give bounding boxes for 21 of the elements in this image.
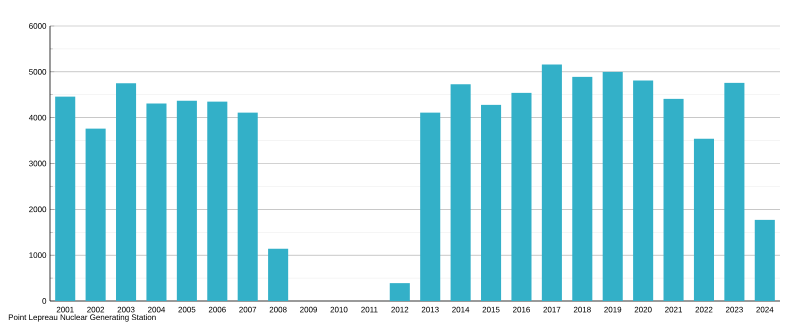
bar <box>420 112 440 301</box>
bar <box>754 220 775 301</box>
bar <box>511 92 532 301</box>
bar <box>664 98 684 301</box>
bar <box>633 80 654 301</box>
bar <box>207 102 228 301</box>
bar <box>146 103 166 301</box>
bar <box>86 128 106 301</box>
bar <box>238 112 258 301</box>
bar <box>390 283 410 301</box>
bar <box>724 82 744 301</box>
bar <box>572 76 592 301</box>
bar <box>694 138 714 301</box>
bar <box>176 100 197 301</box>
bar <box>542 64 562 301</box>
bar <box>602 72 623 301</box>
bar <box>268 248 288 301</box>
bar <box>116 83 136 301</box>
bar <box>450 84 471 301</box>
bar <box>55 96 76 301</box>
bar <box>481 104 502 301</box>
